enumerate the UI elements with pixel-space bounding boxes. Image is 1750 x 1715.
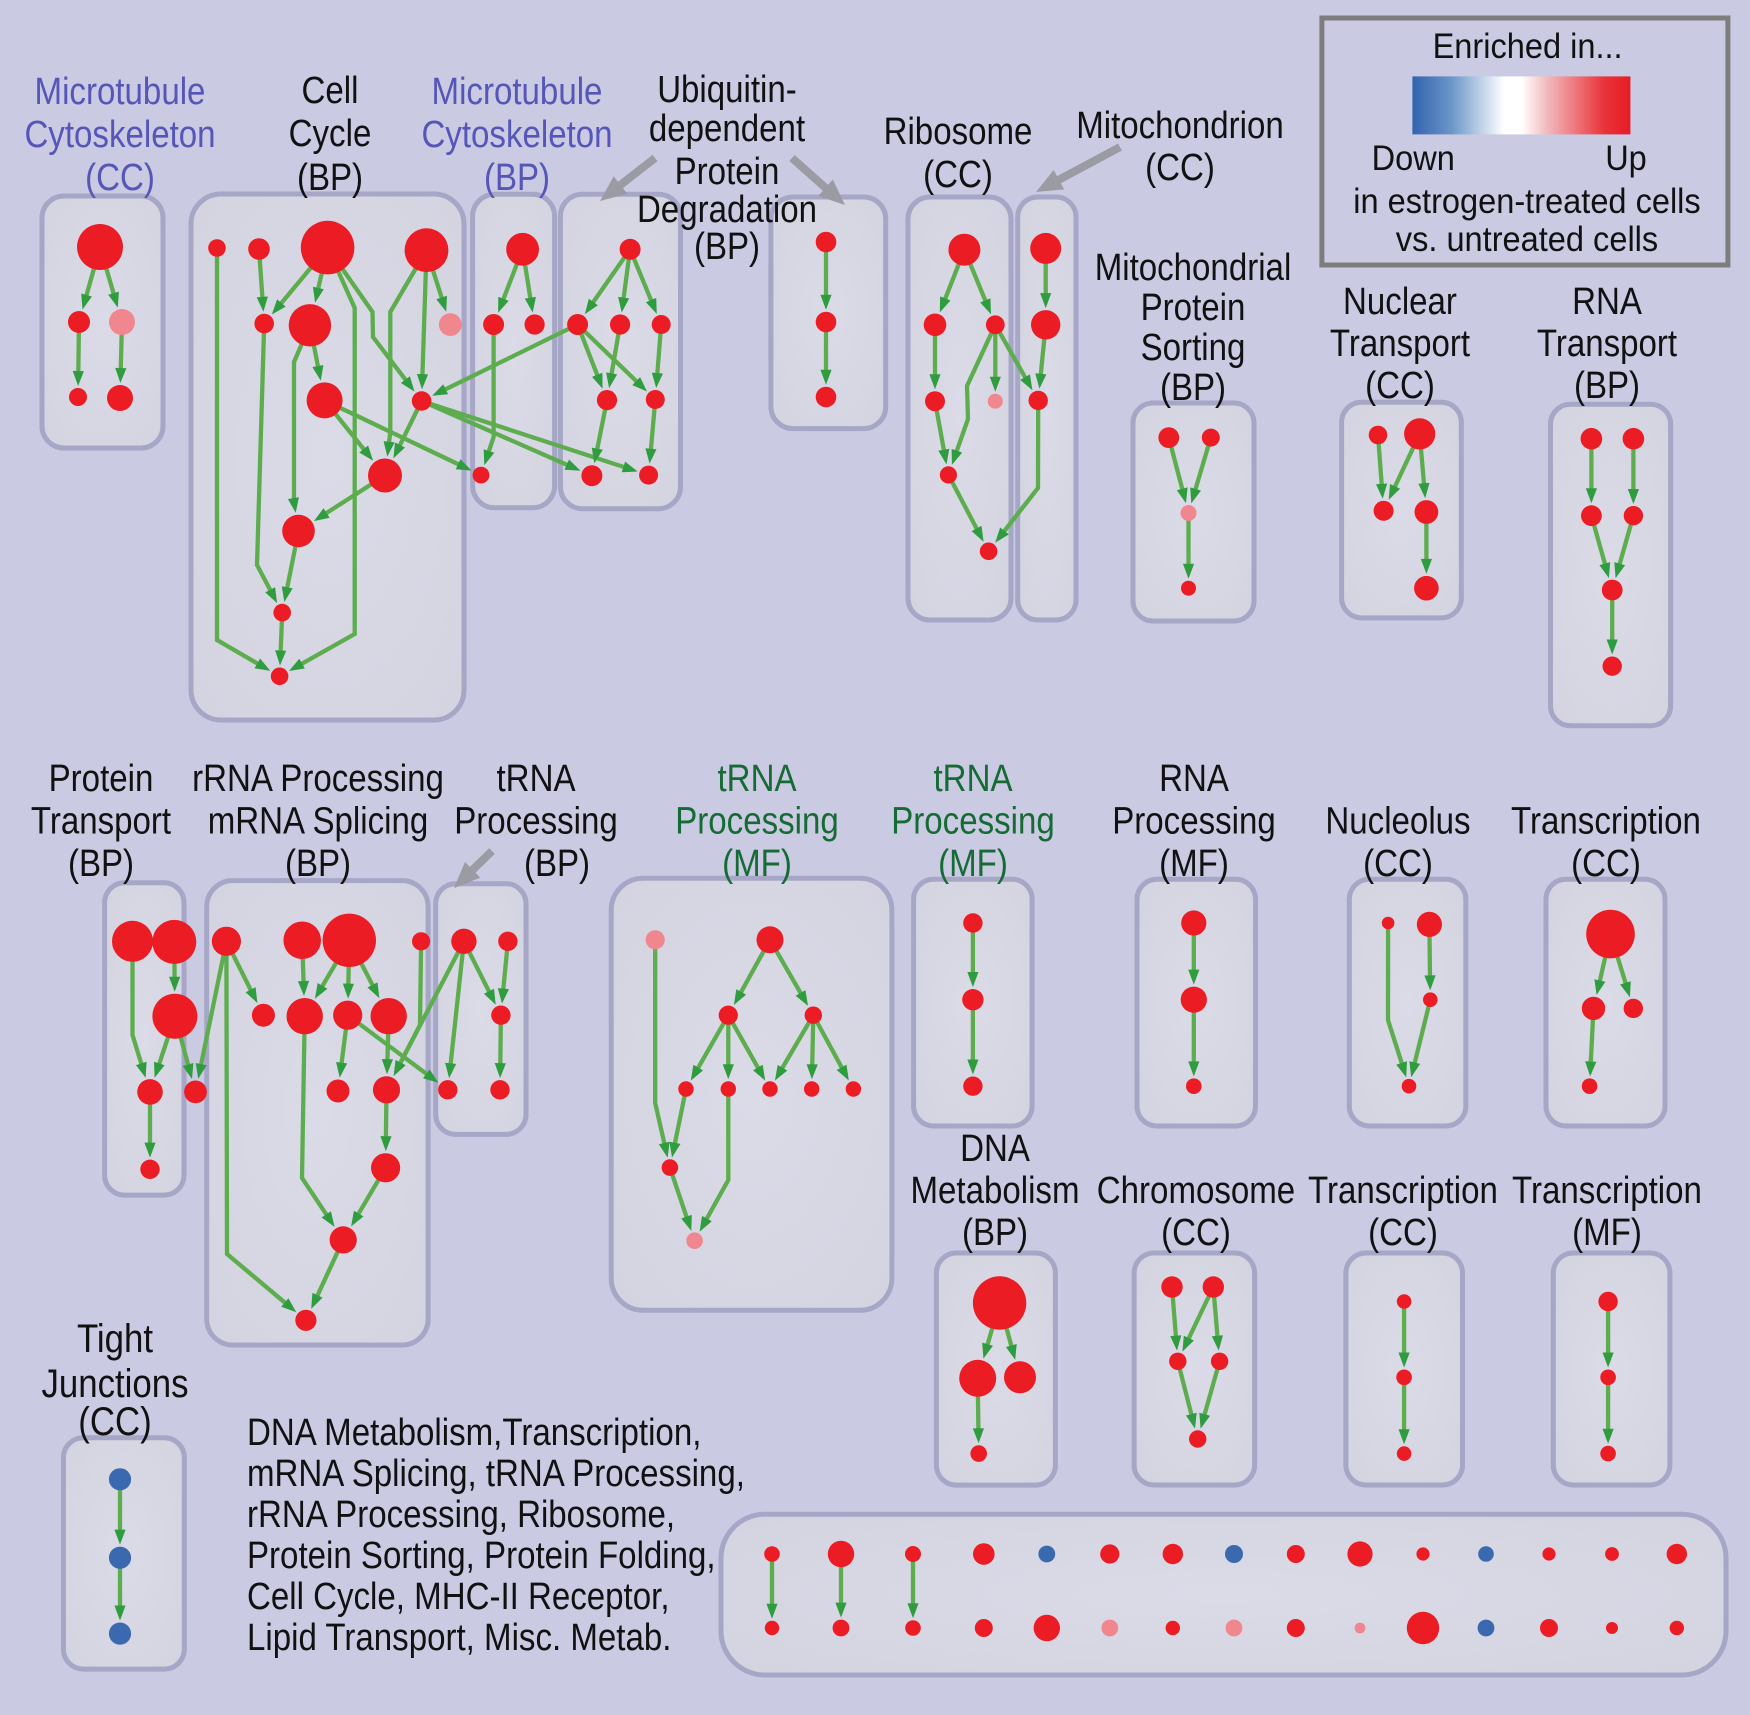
svg-text:Chromosome: Chromosome [1097,1170,1295,1212]
svg-text:Cycle: Cycle [289,113,372,155]
svg-text:mRNA Splicing: mRNA Splicing [208,801,429,843]
svg-text:DNA Metabolism,Transcription,: DNA Metabolism,Transcription, [247,1412,701,1454]
svg-text:Cell Cycle, MHC-II Receptor,: Cell Cycle, MHC-II Receptor, [247,1576,670,1618]
svg-text:Protein: Protein [675,151,780,193]
svg-text:Degradation: Degradation [637,189,817,231]
svg-text:Mitochondrion: Mitochondrion [1076,105,1284,147]
svg-text:tRNA: tRNA [934,758,1014,800]
svg-text:(BP): (BP) [1574,365,1640,407]
svg-text:Transcription: Transcription [1512,1170,1702,1212]
svg-text:Transport: Transport [31,801,172,843]
svg-text:(BP): (BP) [484,157,550,199]
svg-text:Tight: Tight [77,1317,153,1361]
svg-text:(CC): (CC) [1161,1212,1231,1254]
svg-text:(CC): (CC) [85,157,155,199]
svg-text:Metabolism: Metabolism [911,1170,1080,1212]
svg-text:(MF): (MF) [722,843,792,885]
svg-text:Processing: Processing [454,801,618,843]
svg-text:vs. untreated cells: vs. untreated cells [1396,220,1658,259]
svg-text:Junctions: Junctions [42,1362,189,1406]
svg-text:(BP): (BP) [68,843,134,885]
svg-text:RNA: RNA [1159,758,1229,800]
svg-text:(CC): (CC) [1368,1212,1438,1254]
svg-text:(BP): (BP) [1160,367,1226,409]
svg-text:Mitochondrial: Mitochondrial [1095,247,1292,289]
svg-text:(CC): (CC) [1365,365,1435,407]
svg-text:RNA: RNA [1572,281,1642,323]
svg-text:tRNA: tRNA [497,758,577,800]
svg-text:(BP): (BP) [297,157,363,199]
svg-text:Nucleolus: Nucleolus [1325,801,1470,843]
svg-text:Microtubule: Microtubule [35,71,206,113]
svg-text:(CC): (CC) [1363,843,1433,885]
svg-text:Transport: Transport [1537,323,1678,365]
svg-text:(CC): (CC) [1571,843,1641,885]
svg-text:Protein: Protein [1141,287,1246,329]
svg-text:Sorting: Sorting [1141,327,1246,369]
svg-text:Up: Up [1605,139,1647,178]
svg-text:Transcription: Transcription [1308,1170,1498,1212]
svg-text:rRNA Processing: rRNA Processing [192,758,444,800]
svg-text:(BP): (BP) [524,843,590,885]
svg-text:(CC): (CC) [923,154,993,196]
svg-text:Transport: Transport [1330,323,1471,365]
svg-text:in estrogen-treated cells: in estrogen-treated cells [1353,182,1700,221]
svg-text:DNA: DNA [960,1128,1030,1170]
svg-text:(MF): (MF) [1159,843,1229,885]
svg-text:(BP): (BP) [285,843,351,885]
svg-text:(BP): (BP) [962,1212,1028,1254]
svg-text:Cytoskeleton: Cytoskeleton [421,114,612,156]
svg-text:Ribosome: Ribosome [884,111,1033,153]
svg-text:(MF): (MF) [938,843,1008,885]
svg-text:(BP): (BP) [694,226,760,268]
svg-text:Protein Sorting, Protein Foldi: Protein Sorting, Protein Folding, [247,1535,716,1577]
svg-text:Transcription: Transcription [1511,801,1701,843]
svg-text:(CC): (CC) [1145,147,1215,189]
svg-text:Ubiquitin-: Ubiquitin- [657,69,797,111]
svg-text:(CC): (CC) [78,1400,151,1444]
svg-text:Enriched in...: Enriched in... [1433,27,1623,66]
svg-text:Nuclear: Nuclear [1343,281,1457,323]
svg-text:tRNA: tRNA [718,758,798,800]
svg-text:Processing: Processing [1112,801,1276,843]
svg-text:Cell: Cell [302,70,359,112]
svg-text:Processing: Processing [675,801,839,843]
svg-text:Lipid Transport, Misc. Metab.: Lipid Transport, Misc. Metab. [247,1617,671,1659]
svg-text:Down: Down [1372,139,1455,178]
svg-text:Microtubule: Microtubule [432,71,603,113]
svg-text:dependent: dependent [649,108,806,150]
svg-text:Cytoskeleton: Cytoskeleton [24,114,215,156]
svg-text:(MF): (MF) [1572,1212,1642,1254]
svg-text:Processing: Processing [891,801,1055,843]
svg-text:rRNA Processing, Ribosome,: rRNA Processing, Ribosome, [247,1494,675,1536]
svg-text:Protein: Protein [49,758,154,800]
svg-text:mRNA Splicing, tRNA Processing: mRNA Splicing, tRNA Processing, [247,1453,745,1495]
